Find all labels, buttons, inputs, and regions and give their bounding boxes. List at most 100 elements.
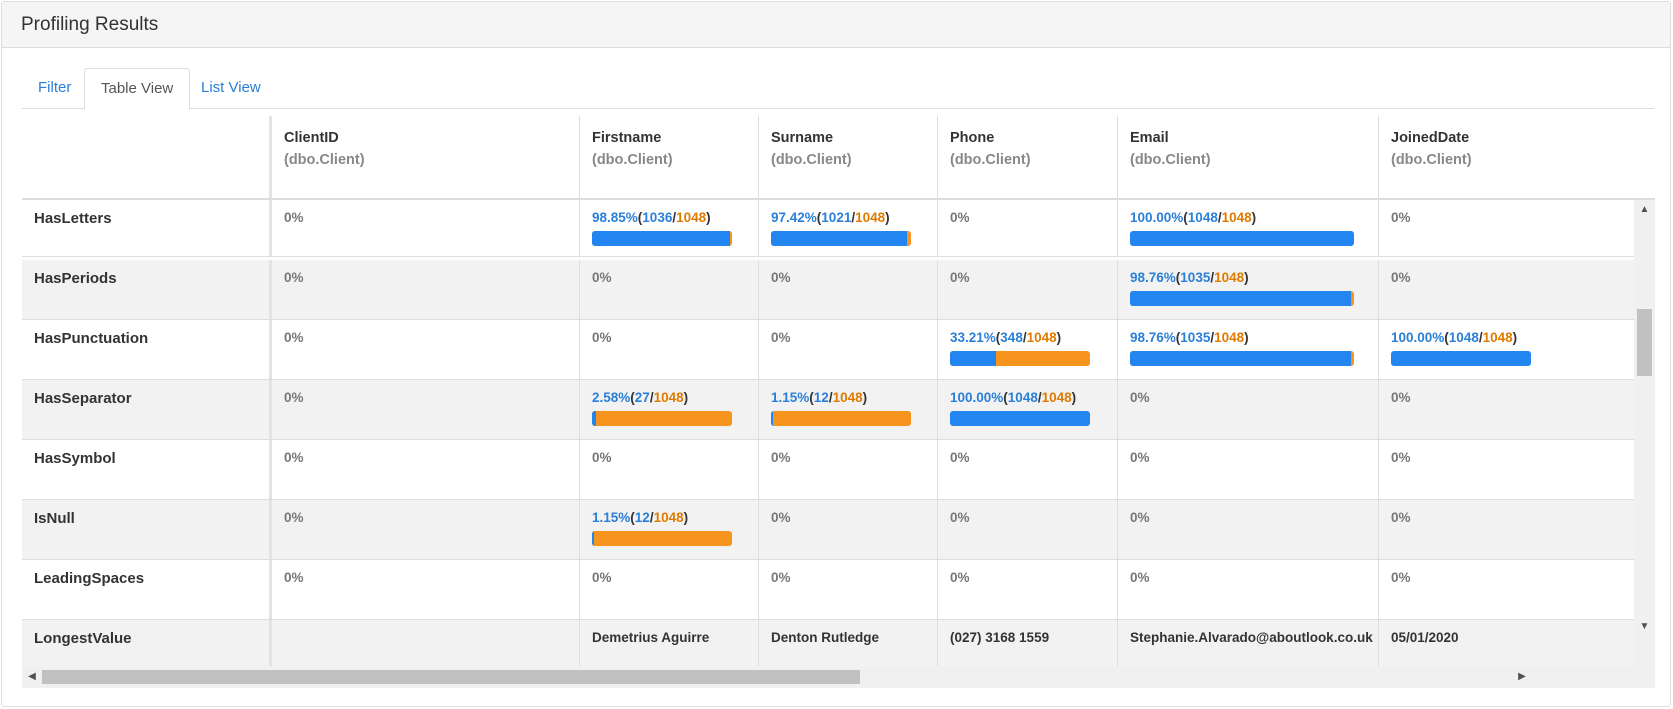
metric-bar [1391, 351, 1531, 366]
metric-cell: 05/01/2020 [1378, 620, 1634, 666]
metric-bar-fill [771, 411, 773, 426]
horizontal-scrollbar[interactable]: ◀ ▶ [22, 666, 1634, 688]
metric-cell: 0% [937, 560, 1117, 619]
metric-cell: 0% [758, 320, 937, 379]
metric-cell: 0% [579, 560, 758, 619]
scroll-right-icon[interactable]: ▶ [1518, 671, 1526, 682]
metric-cell: 98.76%(1035/1048) [1117, 320, 1378, 379]
row-label: LongestValue [34, 630, 132, 647]
vertical-scrollbar[interactable]: ▲ ▼ [1634, 200, 1655, 666]
metric-bar [1130, 231, 1354, 246]
slash: / [1210, 270, 1215, 285]
metric-bar [592, 231, 732, 246]
metric-percent: 98.76% [1130, 330, 1176, 345]
close-paren: ) [683, 390, 689, 405]
open-paren: ( [1183, 210, 1188, 225]
close-paren: ) [862, 390, 868, 405]
metric-cell: 33.21%(348/1048) [937, 320, 1117, 379]
metric-percent: 97.42% [771, 210, 817, 225]
metric-count: 27 [634, 390, 650, 405]
metric-cell: (027) 3168 1559 [937, 620, 1117, 666]
metric-cell: 0% [269, 200, 579, 256]
metric-bar-fill [1391, 351, 1531, 366]
metric-percent: 1.15% [592, 510, 631, 525]
metric-cell: 0% [758, 500, 937, 559]
column-header: ClientID (dbo.Client) [269, 116, 579, 198]
scroll-left-icon[interactable]: ◀ [28, 671, 36, 682]
metric-cell: 0% [269, 260, 579, 319]
metric-cell: 0% [937, 500, 1117, 559]
slash: / [649, 390, 654, 405]
scroll-up-icon[interactable]: ▲ [1639, 204, 1650, 215]
metric-bar [950, 351, 1090, 366]
metric-cell: 0% [269, 440, 579, 499]
metric-cell: 98.85%(1036/1048) [579, 200, 758, 256]
metric-bar-fill [950, 411, 1090, 426]
metric-count: 12 [813, 390, 829, 405]
metric-cell: 0% [758, 260, 937, 319]
metric-stat: 98.76%(1035/1048) [1130, 270, 1366, 285]
metric-bar [1130, 351, 1354, 366]
metric-count: 12 [634, 510, 650, 525]
metric-total: 1048 [1041, 390, 1072, 405]
metric-total: 1048 [1214, 270, 1245, 285]
metric-cell: 2.58%(27/1048) [579, 380, 758, 439]
row-label: HasSymbol [34, 450, 116, 467]
metric-cell: 0% [1117, 560, 1378, 619]
metric-cell: 0% [1378, 440, 1634, 499]
metric-count: 1048 [1007, 390, 1038, 405]
open-paren: ( [816, 210, 822, 225]
row-label: IsNull [34, 510, 75, 527]
column-source: (dbo.Client) [950, 152, 1031, 168]
slash: / [649, 510, 654, 525]
column-name: Phone [950, 130, 995, 146]
metric-stat: 97.42%(1021/1048) [771, 210, 925, 225]
metric-stat: 1.15%(12/1048) [592, 510, 746, 525]
row-label: HasSeparator [34, 390, 132, 407]
metric-total: 1048 [1221, 210, 1252, 225]
table-row: LeadingSpaces 0% 0% 0% 0% 0% 0% [22, 560, 1634, 620]
column-source: (dbo.Client) [1130, 152, 1211, 168]
metric-cell: 0% [1117, 500, 1378, 559]
metric-cell: 0% [579, 440, 758, 499]
metric-percent: 98.85% [592, 210, 638, 225]
column-header: Phone (dbo.Client) [937, 116, 1117, 198]
metric-cell: 0% [1378, 260, 1634, 319]
scroll-down-icon[interactable]: ▼ [1639, 621, 1650, 632]
column-name: ClientID [284, 130, 339, 146]
tab-table-view[interactable]: Table View [84, 68, 191, 110]
open-paren: ( [1444, 330, 1449, 345]
metric-cell: 0% [937, 200, 1117, 256]
metric-percent: 98.76% [1130, 270, 1176, 285]
metric-cell: Stephanie.Alvarado@aboutlook.co.uk [1117, 620, 1378, 666]
vertical-scroll-thumb[interactable] [1637, 309, 1652, 376]
tab-filter[interactable]: Filter [38, 79, 72, 96]
metric-count: 1021 [821, 210, 852, 225]
slash: / [1217, 210, 1222, 225]
table-header: ClientID (dbo.Client) Firstname (dbo.Client… [22, 116, 1655, 200]
slash: / [1478, 330, 1483, 345]
horizontal-scroll-thumb[interactable] [42, 670, 860, 684]
close-paren: ) [1244, 270, 1249, 285]
table-row: IsNull 0% 1.15%(12/1048) 0% 0% 0% 0% [22, 500, 1634, 560]
metric-bar [771, 231, 911, 246]
close-paren: ) [706, 210, 711, 225]
tab-list-view[interactable]: List View [201, 79, 261, 96]
slash: / [851, 210, 856, 225]
column-header: JoinedDate (dbo.Client) [1378, 116, 1638, 198]
metric-total: 1048 [855, 210, 886, 225]
metric-cell: Demetrius Aguirre [579, 620, 758, 666]
row-label: HasPeriods [34, 270, 117, 287]
metric-cell: 0% [1117, 380, 1378, 439]
metric-cell: 0% [1117, 440, 1378, 499]
view-tabs: Filter Table View List View [22, 68, 1654, 110]
metric-bar [771, 411, 911, 426]
close-paren: ) [1251, 210, 1257, 225]
metric-bar-fill [1130, 231, 1354, 246]
metric-bar [950, 411, 1090, 426]
row-label: HasLetters [34, 210, 112, 227]
close-paren: ) [885, 210, 890, 225]
close-paren: ) [1244, 330, 1249, 345]
metric-stat: 2.58%(27/1048) [592, 390, 746, 405]
metric-cell: 0% [1378, 380, 1634, 439]
